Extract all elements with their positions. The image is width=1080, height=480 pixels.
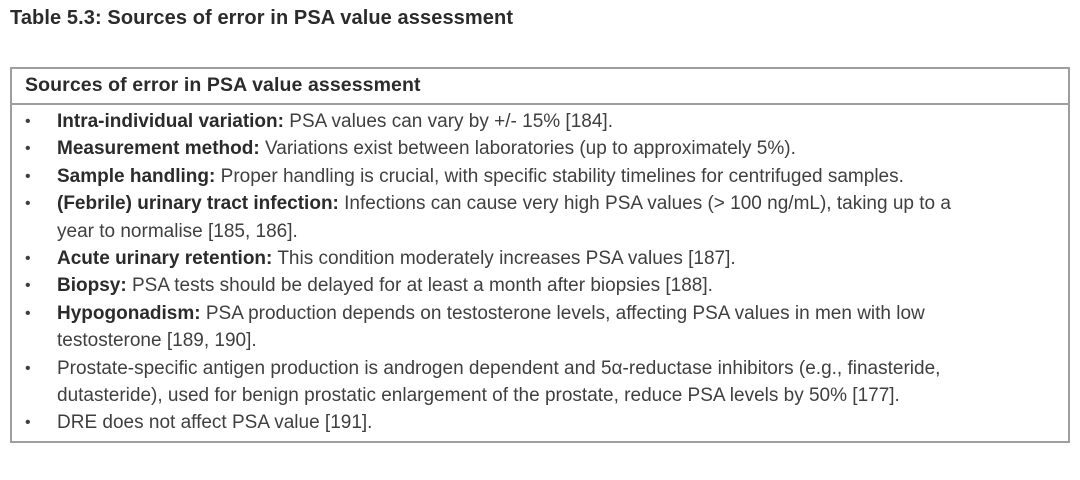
list-item-text: Prostate-specific antigen production is … bbox=[57, 357, 941, 407]
list-item: • Intra-individual variation: PSA values … bbox=[12, 108, 1054, 135]
list-item-text: Biopsy: PSA tests should be delayed for … bbox=[57, 275, 713, 297]
list-item: • Biopsy: PSA tests should be delayed for… bbox=[12, 272, 1054, 299]
list-item: • Sample handling: Proper handling is cru… bbox=[12, 163, 1054, 190]
table-body: • Intra-individual variation: PSA values … bbox=[12, 105, 1068, 441]
list-item: • Measurement method: Variations exist be… bbox=[12, 135, 1054, 162]
list-item-text: (Febrile) urinary tract infection: Infec… bbox=[57, 193, 951, 242]
list-item-text: DRE does not affect PSA value [191]. bbox=[57, 412, 373, 434]
list-item: • Hypogonadism: PSA production depends on… bbox=[12, 300, 1054, 355]
bullet-icon: • bbox=[25, 140, 31, 158]
list-item: • DRE does not affect PSA value [191]. bbox=[12, 409, 1054, 436]
psa-error-table: Sources of error in PSA value assessment… bbox=[10, 67, 1070, 443]
bullet-icon: • bbox=[25, 113, 31, 130]
bullet-icon: • bbox=[25, 277, 31, 295]
list-item-text: Intra-individual variation: PSA values c… bbox=[57, 111, 613, 132]
list-item-text: Measurement method: Variations exist bet… bbox=[57, 138, 796, 160]
table-caption: Table 5.3: Sources of error in PSA value… bbox=[10, 7, 514, 29]
table-header: Sources of error in PSA value assessment bbox=[12, 69, 1068, 105]
bullet-icon: • bbox=[25, 359, 31, 377]
list-item-text: Acute urinary retention: This condition … bbox=[57, 248, 736, 270]
bullet-icon: • bbox=[25, 304, 31, 322]
bullet-icon: • bbox=[25, 167, 31, 185]
bullet-icon: • bbox=[25, 414, 31, 432]
list-item-text: Sample handling: Proper handling is cruc… bbox=[57, 165, 904, 187]
list-item-text: Hypogonadism: PSA production depends on … bbox=[57, 302, 925, 352]
list-item: • Prostate-specific antigen production is… bbox=[12, 355, 1054, 410]
bullet-icon: • bbox=[25, 250, 31, 268]
bullet-icon: • bbox=[25, 195, 31, 213]
list-item: • (Febrile) urinary tract infection: Infe… bbox=[12, 190, 1054, 245]
list-item: • Acute urinary retention: This condition… bbox=[12, 245, 1054, 272]
